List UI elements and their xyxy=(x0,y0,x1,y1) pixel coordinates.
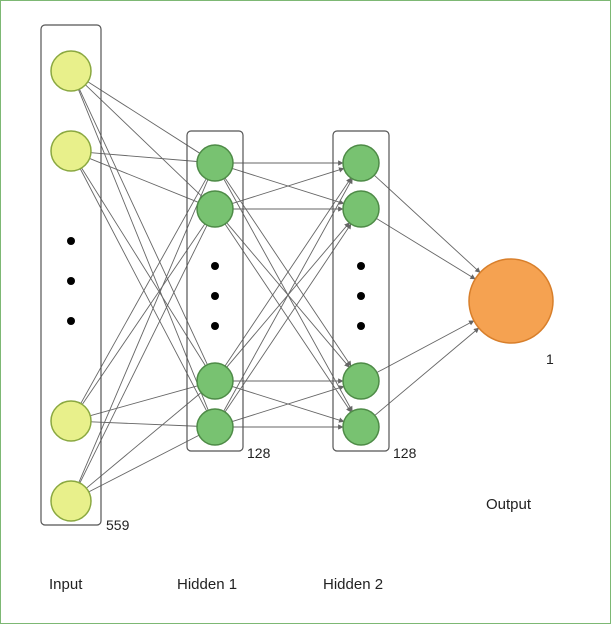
hidden2-ellipsis-dot xyxy=(357,292,365,300)
edges-group xyxy=(78,82,480,492)
edge xyxy=(78,90,208,411)
hidden1-neuron xyxy=(197,409,233,445)
edge xyxy=(90,386,197,416)
hidden1-neuron xyxy=(197,191,233,227)
hidden2-neuron xyxy=(343,409,379,445)
hidden2-ellipsis-dot xyxy=(357,262,365,270)
edge xyxy=(80,169,206,411)
input-neuron xyxy=(51,401,91,441)
hidden2-layer-label: Hidden 2 xyxy=(323,576,383,593)
edge xyxy=(79,180,208,483)
input-ellipsis-dot xyxy=(67,277,75,285)
edge xyxy=(374,175,480,272)
hidden1-neuron xyxy=(197,363,233,399)
input-count-label: 559 xyxy=(106,517,129,533)
hidden1-neuron xyxy=(197,145,233,181)
edge xyxy=(89,435,199,492)
hidden1-ellipsis-dot xyxy=(211,262,219,270)
input-ellipsis-dot xyxy=(67,317,75,325)
hidden2-ellipsis-dot xyxy=(357,322,365,330)
input-neuron xyxy=(51,481,91,521)
hidden1-ellipsis-dot xyxy=(211,292,219,300)
input-layer-label: Input xyxy=(49,576,82,593)
hidden2-neuron xyxy=(343,191,379,227)
hidden2-neuron xyxy=(343,363,379,399)
hidden1-ellipsis-dot xyxy=(211,322,219,330)
input-layer-box xyxy=(41,25,101,525)
output-count-label: 1 xyxy=(546,351,554,367)
nn-svg xyxy=(1,1,611,625)
edge xyxy=(375,328,479,415)
hidden2-count-label: 128 xyxy=(393,445,416,461)
output-layer-label: Output xyxy=(486,496,531,513)
edge xyxy=(90,158,199,202)
hidden1-layer-label: Hidden 1 xyxy=(177,576,237,593)
edge xyxy=(86,393,201,489)
input-neuron xyxy=(51,51,91,91)
edge xyxy=(91,422,197,426)
input-ellipsis-dot xyxy=(67,237,75,245)
nn-diagram-canvas: Input Hidden 1 Hidden 2 Output 559 128 1… xyxy=(0,0,611,624)
input-neuron xyxy=(51,131,91,171)
edge xyxy=(377,321,474,373)
hidden1-count-label: 128 xyxy=(247,445,270,461)
edge xyxy=(80,225,207,483)
edge xyxy=(376,218,475,279)
output-neuron xyxy=(469,259,553,343)
hidden2-neuron xyxy=(343,145,379,181)
